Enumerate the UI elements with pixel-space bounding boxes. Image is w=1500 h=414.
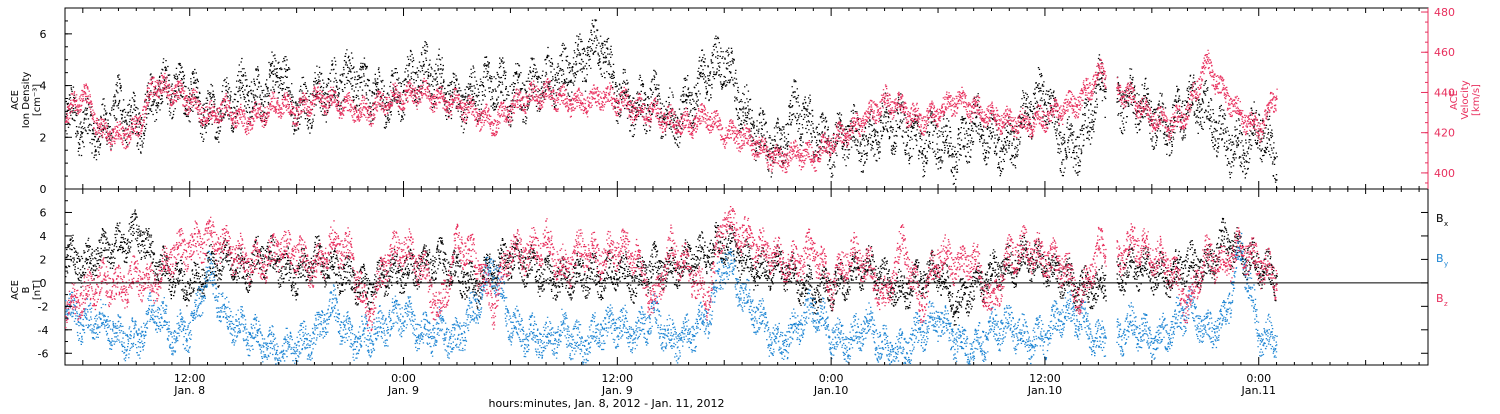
xtick-time-label: 12:00 (174, 372, 206, 385)
density-ytick-label: 0 (40, 183, 47, 196)
velocity-ytick-label: 460 (1434, 46, 1455, 59)
data-points (65, 19, 1278, 365)
xtick-time-label: 0:00 (819, 372, 844, 385)
density-ylabel-line: ACE (10, 90, 21, 110)
xtick-time-label: 12:00 (601, 372, 633, 385)
series-velocity-points (65, 49, 1278, 174)
legend-by-sub: y (1444, 260, 1448, 268)
legend-bx-sub: x (1444, 220, 1448, 228)
series-velocity-marks (65, 49, 1278, 174)
legend-bz-sub: z (1444, 300, 1448, 308)
xtick-time-label: 0:00 (391, 372, 416, 385)
field-ytick-label: -2 (38, 300, 49, 313)
velocity-ytick-label: 420 (1434, 127, 1455, 140)
field-ylabel: ACE B [nT] (10, 280, 43, 300)
series-bz-points (65, 206, 1278, 332)
velocity-ylabel-line: ACE (1449, 90, 1460, 110)
xaxis-title: hours:minutes, Jan. 8, 2012 - Jan. 11, 2… (489, 397, 725, 410)
velocity-ylabel-line: [km/s] (1471, 84, 1482, 116)
field-ytick-label: 6 (40, 206, 47, 219)
legend-by-label: B (1436, 252, 1444, 265)
xtick-date-label: Jan. 9 (387, 384, 419, 397)
velocity-ytick-label: 440 (1434, 86, 1455, 99)
field-ylabel-line: B (21, 286, 32, 293)
xtick-date-label: Jan. 8 (173, 384, 205, 397)
density-ylabel: ACE Ion Density [cm⁻³] (10, 72, 43, 129)
series-bz-marks (65, 206, 1278, 332)
xtick-date-label: Jan.10 (813, 384, 848, 397)
velocity-ytick-label: 400 (1434, 167, 1455, 180)
velocity-ytick-label: 480 (1434, 6, 1455, 19)
xtick-time-label: 12:00 (1029, 372, 1061, 385)
xtick-date-label: Jan. 9 (601, 384, 633, 397)
field-ytick-label: -4 (38, 324, 49, 337)
series-by-points (65, 232, 1278, 365)
xtick-date-label: Jan.10 (1027, 384, 1062, 397)
field-ytick-label: -6 (38, 347, 49, 360)
density-ytick-label: 2 (40, 131, 47, 144)
legend-bx-label: B (1436, 212, 1444, 225)
density-ylabel-line: Ion Density (21, 72, 32, 129)
axes (64, 7, 1429, 366)
field-ytick-label: 0 (40, 277, 47, 290)
xtick-date-label: Jan.11 (1241, 384, 1276, 397)
panel-field-frame (64, 188, 1429, 366)
legend-bz-label: B (1436, 292, 1444, 305)
density-ytick-label: 6 (40, 28, 47, 41)
density-ytick-label: 4 (40, 80, 47, 93)
field-ytick-label: 2 (40, 253, 47, 266)
velocity-ylabel-line: Velocity (1460, 80, 1471, 119)
velocity-ylabel: ACE Velocity [km/s] (1449, 80, 1482, 119)
field-ytick-label: 4 (40, 230, 47, 243)
series-density-marks (65, 19, 1278, 189)
field-ylabel-line: ACE (10, 280, 21, 300)
density-ylabel-line: [cm⁻³] (32, 84, 43, 116)
field-ylabel-line: [nT] (32, 280, 43, 300)
xtick-time-label: 0:00 (1246, 372, 1271, 385)
series-density-points (65, 19, 1278, 189)
series-by-marks (65, 232, 1278, 365)
